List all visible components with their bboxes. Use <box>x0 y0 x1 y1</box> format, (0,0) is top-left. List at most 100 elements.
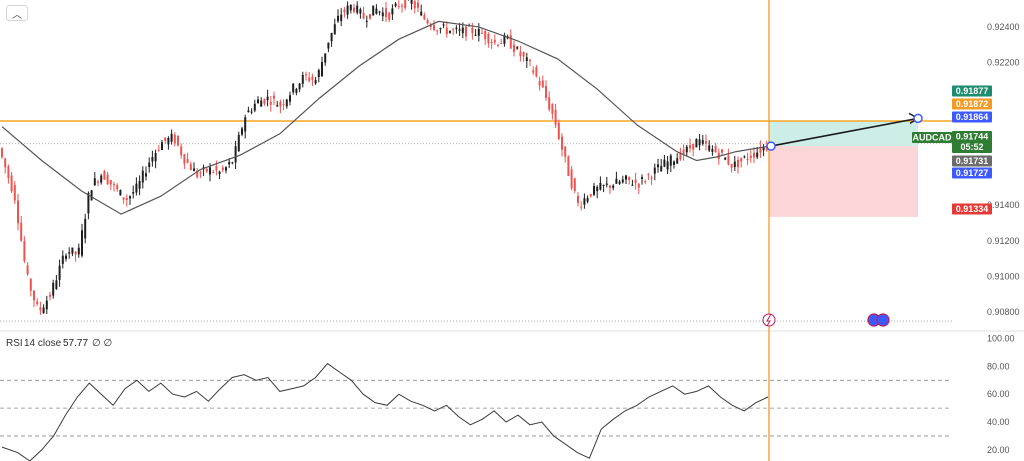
candle-body <box>61 255 64 264</box>
price-tag-bg <box>952 167 992 179</box>
candle-body <box>346 5 349 15</box>
candle-body <box>682 149 685 155</box>
candle-body <box>621 179 624 183</box>
price-tag[interactable]: 0.91864 <box>952 111 992 123</box>
price-tag[interactable]: 0.91731 <box>952 155 992 167</box>
symbol-tag-label: AUDCAD <box>913 133 952 143</box>
candle-body <box>119 190 122 196</box>
candle-body <box>567 156 570 177</box>
candle-body <box>644 181 647 183</box>
candle-body <box>260 100 263 107</box>
candle-body <box>186 159 189 163</box>
candle-body <box>746 158 749 160</box>
candle-body <box>660 166 663 172</box>
candle-body <box>157 149 160 151</box>
candle-body <box>628 176 631 181</box>
candle-body <box>295 88 298 93</box>
candle-body <box>301 75 304 84</box>
candle-body <box>228 161 231 165</box>
collapse-panel-button[interactable]: ︿ <box>6 5 28 21</box>
price-tag[interactable]: 0.91872 <box>952 98 992 110</box>
candle-body <box>442 24 445 26</box>
candle-body <box>401 5 403 7</box>
candle-body <box>513 44 515 52</box>
candle-body <box>273 95 275 99</box>
candle-body <box>311 76 314 80</box>
loss-zone[interactable] <box>769 146 918 217</box>
arrow-end-handle[interactable] <box>913 113 923 124</box>
candle-body <box>733 161 736 168</box>
candle-body <box>612 185 615 188</box>
rsi-label: RSI <box>6 338 23 349</box>
price-tag[interactable]: 0.91877 <box>952 85 992 97</box>
candle-body <box>253 103 256 111</box>
economic-events-icon[interactable] <box>867 313 890 327</box>
rsi-line <box>1 362 769 461</box>
price-tag[interactable]: 0.91727 <box>952 167 992 179</box>
candle-body <box>423 15 426 20</box>
candle-body <box>257 99 259 104</box>
candle-body <box>356 5 359 13</box>
candle-body <box>685 146 688 153</box>
countdown-label: 05:52 <box>960 142 983 152</box>
rsi-legend[interactable]: RSI 14 close 57.77 ∅ ∅ <box>6 338 112 349</box>
candle-body <box>669 155 672 166</box>
rsi-axis-tick-label: 100.00 <box>987 334 1015 344</box>
candle-body <box>100 175 103 183</box>
candle-body <box>650 177 653 179</box>
candles <box>1 0 768 316</box>
symbol-tag[interactable]: AUDCAD <box>912 132 952 143</box>
candle-body <box>737 159 739 168</box>
projection-arrow[interactable] <box>770 117 919 147</box>
candle-body <box>765 147 768 151</box>
candle-body <box>234 146 237 163</box>
candle-body <box>55 280 58 289</box>
candle-body <box>71 247 74 254</box>
price-tag-label: 0.91727 <box>956 168 989 178</box>
rsi-pane[interactable]: 100.00 80.00 60.00 40.00 20.00 RSI 14 close 57.… <box>0 334 1015 461</box>
candle-body <box>445 27 448 34</box>
candle-body <box>570 169 573 189</box>
candle-body <box>333 24 336 35</box>
price-tag-label: 0.91731 <box>956 156 989 166</box>
arrow-start-handle[interactable] <box>766 141 776 151</box>
candle-body <box>762 146 765 151</box>
candle-body <box>465 26 467 37</box>
candle-body <box>36 301 39 305</box>
candle-body <box>177 135 179 146</box>
candle-body <box>385 8 387 18</box>
price-axis-tick-label: 0.91000 <box>987 271 1020 281</box>
candle-body <box>205 168 208 172</box>
candle-body <box>337 15 339 22</box>
candle-body <box>106 174 109 185</box>
price-pane[interactable]: 0.92400 0.92200 0.91400 0.91200 0.91000 0.908… <box>0 0 1024 332</box>
candle-body <box>375 8 378 14</box>
candle-body <box>692 143 695 150</box>
candle-body <box>749 155 752 159</box>
candle-body <box>362 12 365 19</box>
candle-body <box>500 42 503 44</box>
candle-body <box>647 174 650 176</box>
candle-body <box>7 166 10 179</box>
rsi-axis-tick-label: 80.00 <box>987 361 1010 371</box>
candle-body <box>538 81 541 86</box>
candle-body <box>551 103 554 114</box>
price-tag-bg <box>952 98 992 110</box>
candle-body <box>4 158 7 168</box>
candle-body <box>199 172 202 174</box>
candle-body <box>269 101 272 105</box>
candle-body <box>20 222 23 241</box>
candle-body <box>103 170 106 180</box>
candle-body <box>689 145 691 149</box>
candle-body <box>554 109 557 125</box>
candle-body <box>577 195 579 203</box>
rsi-params: 14 close <box>24 338 62 349</box>
candle-body <box>241 128 243 135</box>
candle-body <box>298 83 301 90</box>
price-tag[interactable]: 0.91334 <box>952 203 992 215</box>
candle-body <box>452 29 455 31</box>
lightning-event-icon[interactable] <box>762 313 776 327</box>
candle-body <box>180 146 183 156</box>
